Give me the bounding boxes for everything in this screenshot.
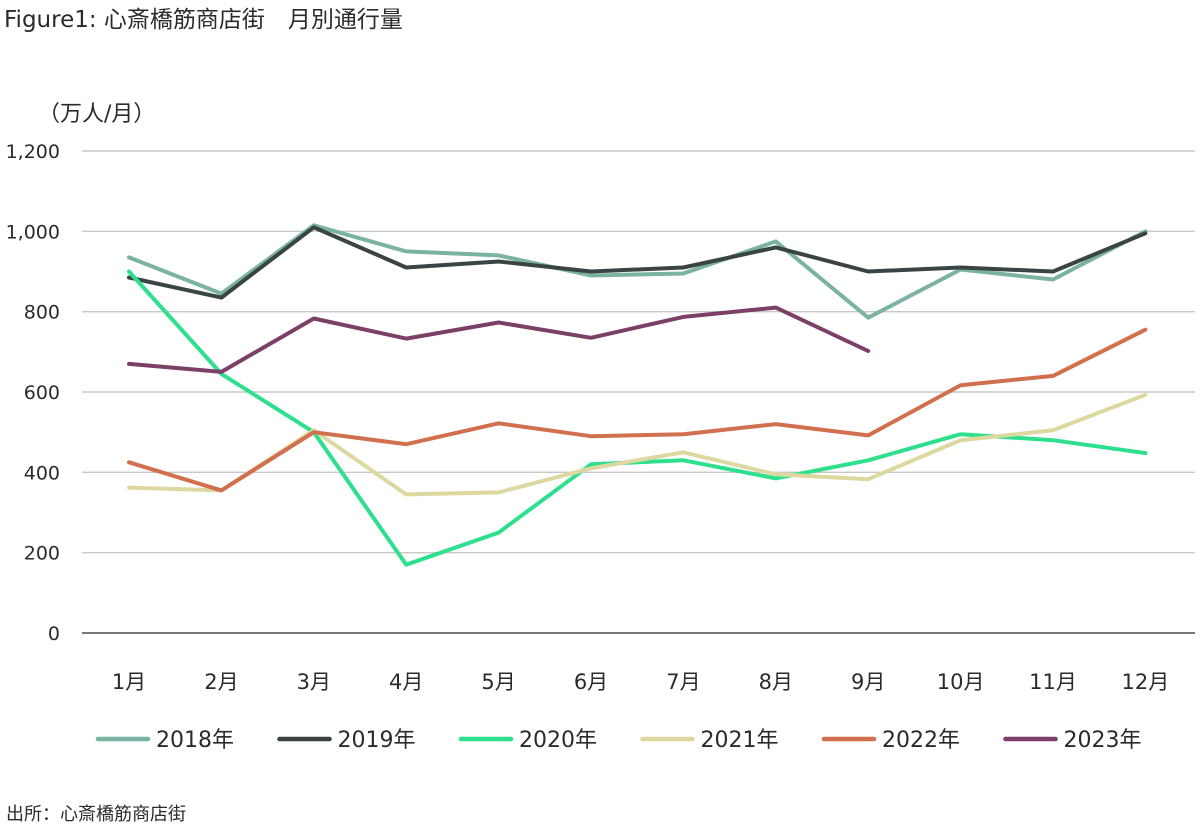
legend-label: 2019年 <box>338 728 416 753</box>
y-tick-label: 800 <box>24 302 60 324</box>
legend: 2018年 2019年 2020年 2021年 2022年 2023年 <box>95 728 1142 753</box>
series-line-2019年 <box>127 225 1148 300</box>
x-tick-label: 7月 <box>666 670 700 694</box>
source-note: 出所：心斎橋筋商店街 <box>6 804 186 825</box>
x-tick-label: 4月 <box>389 670 423 694</box>
legend-label: 2023年 <box>1064 728 1142 753</box>
x-tick-label: 3月 <box>297 670 331 694</box>
chart-title: Figure1: 心斎橋筋商店街 月別通行量 <box>4 7 403 33</box>
x-tick-label: 6月 <box>574 670 608 694</box>
y-tick-label: 400 <box>24 462 60 484</box>
series-line-2022年 <box>127 327 1148 493</box>
x-tick-label: 8月 <box>759 670 793 694</box>
x-tick-labels: 1月 2月 3月 4月 5月 6月 7月 8月 9月 10月 11月 12月 <box>112 670 1169 694</box>
x-tick-label: 12月 <box>1122 670 1170 694</box>
grid-lines <box>82 150 1195 634</box>
y-tick-label: 600 <box>24 382 60 404</box>
x-tick-label: 5月 <box>481 670 515 694</box>
y-tick-label: 1,000 <box>6 221 60 243</box>
legend-label: 2018年 <box>156 728 234 753</box>
y-tick-label: 0 <box>48 623 60 645</box>
y-tick-label: 1,200 <box>6 141 60 163</box>
legend-label: 2021年 <box>701 728 779 753</box>
y-tick-labels: 0 200 400 600 800 1,000 1,200 <box>6 141 60 645</box>
x-tick-label: 1月 <box>112 670 146 694</box>
series-lines <box>127 223 1148 567</box>
x-tick-label: 11月 <box>1029 670 1077 694</box>
y-axis-unit-label: （万人/月） <box>38 102 156 127</box>
x-tick-label: 10月 <box>937 670 985 694</box>
y-tick-label: 200 <box>24 543 60 565</box>
x-tick-label: 2月 <box>204 670 238 694</box>
series-line-2020年 <box>127 269 1148 567</box>
line-chart: 0 200 400 600 800 1,000 1,200 1月 2月 3月 4月 5月 6月 7月 8月… <box>6 141 1195 753</box>
x-tick-label: 9月 <box>851 670 885 694</box>
series-line-2023年 <box>127 305 871 374</box>
legend-label: 2022年 <box>882 728 960 753</box>
legend-label: 2020年 <box>519 728 597 753</box>
